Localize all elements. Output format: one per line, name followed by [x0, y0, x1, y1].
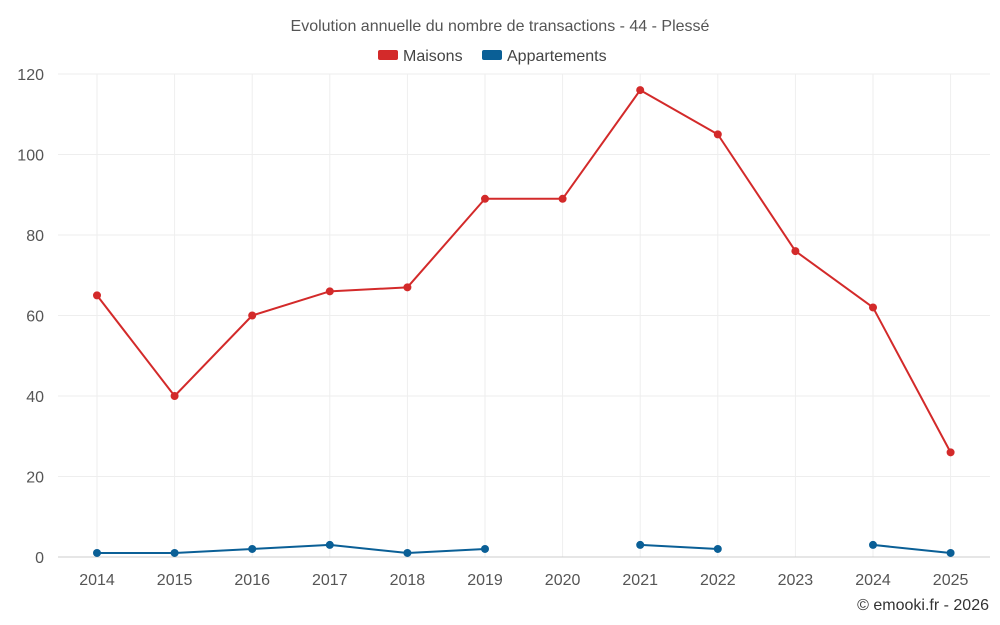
- point-appartements-2024[interactable]: [869, 540, 877, 549]
- point-maisons-2019[interactable]: [481, 194, 489, 203]
- x-tick-label-2014: 2014: [79, 572, 115, 589]
- y-tick-label-0: 0: [35, 550, 44, 567]
- x-tick-label-2016: 2016: [234, 572, 270, 589]
- legend-swatch-appartements: [482, 50, 502, 60]
- legend-label-maisons: Maisons: [403, 48, 463, 65]
- point-appartements-2018[interactable]: [403, 548, 412, 557]
- x-axis-ticks: 2014 2015 2016 2017 2018 2019 2020 2021 2022 2023…: [79, 572, 968, 589]
- point-appartements-2021[interactable]: [636, 540, 645, 549]
- x-tick-label-2020: 2020: [545, 572, 581, 589]
- point-maisons-2020[interactable]: [558, 194, 567, 203]
- point-maisons-2018[interactable]: [403, 283, 412, 292]
- point-maisons-2016[interactable]: [248, 311, 257, 320]
- x-tick-label-2017: 2017: [312, 572, 348, 589]
- legend-label-appartements: Appartements: [507, 48, 607, 65]
- y-tick-label-100: 100: [17, 148, 44, 165]
- point-maisons-2015[interactable]: [170, 392, 179, 400]
- point-maisons-2024[interactable]: [869, 303, 877, 312]
- x-tick-label-2019: 2019: [467, 572, 503, 589]
- credit-text: © emooki.fr - 2026: [857, 597, 989, 614]
- x-tick-label-2015: 2015: [157, 572, 193, 589]
- horizontal-gridlines: [58, 73, 990, 477]
- series-maisons: [93, 86, 955, 457]
- point-maisons-2025[interactable]: [946, 448, 955, 457]
- series-layer: [93, 86, 955, 557]
- point-maisons-2023[interactable]: [791, 247, 800, 256]
- y-tick-label-60: 60: [26, 309, 44, 326]
- x-tick-label-2018: 2018: [390, 572, 426, 589]
- point-appartements-2016[interactable]: [248, 544, 257, 553]
- point-maisons-2017[interactable]: [325, 287, 334, 296]
- y-tick-label-120: 120: [17, 67, 44, 84]
- series-line-appartements-2: [872, 543, 951, 554]
- series-line-appartements-1: [640, 543, 718, 550]
- legend-swatch-maisons: [378, 50, 398, 60]
- series-appartements: [93, 540, 955, 557]
- point-maisons-2022[interactable]: [713, 130, 722, 139]
- y-tick-label-80: 80: [26, 228, 44, 245]
- point-appartements-2017[interactable]: [325, 540, 334, 549]
- point-appartements-2019[interactable]: [481, 544, 489, 553]
- point-appartements-2022[interactable]: [713, 544, 722, 553]
- point-maisons-2014[interactable]: [93, 291, 101, 300]
- legend-item-appartements[interactable]: Appartements: [482, 48, 607, 65]
- series-line-appartements-0: [97, 543, 486, 554]
- x-tick-label-2022: 2022: [700, 572, 736, 589]
- point-maisons-2021[interactable]: [636, 86, 645, 95]
- y-tick-label-40: 40: [26, 389, 44, 406]
- series-line-maisons-0: [96, 89, 952, 453]
- point-appartements-2015[interactable]: [170, 548, 179, 557]
- y-tick-label-20: 20: [26, 470, 44, 487]
- point-appartements-2014[interactable]: [93, 548, 101, 557]
- x-tick-label-2023: 2023: [778, 572, 814, 589]
- x-tick-label-2024: 2024: [855, 572, 891, 589]
- point-appartements-2025[interactable]: [946, 548, 955, 557]
- x-tick-label-2021: 2021: [622, 572, 658, 589]
- legend: Maisons Appartements: [378, 48, 607, 65]
- y-axis-ticks: 0 20 40 60 80 100 120: [17, 67, 44, 567]
- chart-title: Evolution annuelle du nombre de transact…: [291, 18, 710, 35]
- x-tick-label-2025: 2025: [933, 572, 969, 589]
- legend-item-maisons[interactable]: Maisons: [378, 48, 463, 65]
